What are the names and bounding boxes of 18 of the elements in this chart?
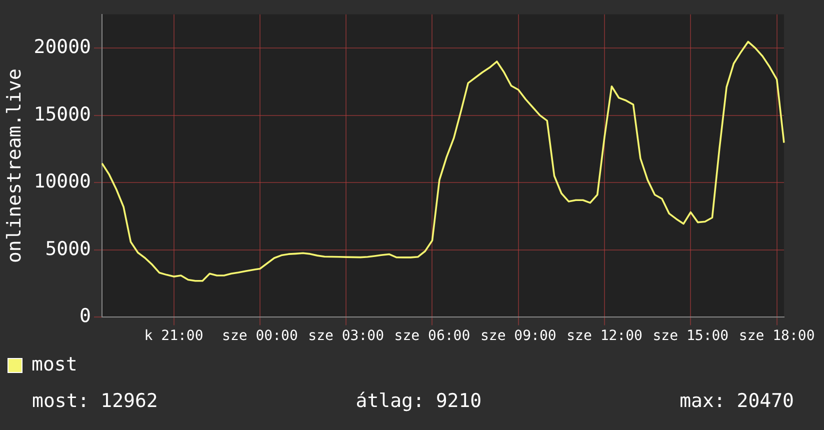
y-tick-label: 20000 <box>34 36 91 58</box>
y-tick-label: 5000 <box>45 238 91 260</box>
text: átlag: 9210 <box>356 390 482 412</box>
y-tick-label: 0 <box>80 305 91 328</box>
x-tick-label: sze 06:00 <box>394 328 470 344</box>
y-axis-title: onlinestream.live <box>3 68 26 264</box>
y-tick-label: 10000 <box>34 170 91 193</box>
x-tick-label: sze 18:00 <box>738 328 815 344</box>
x-tick-label: sze 12:00 <box>566 328 642 344</box>
x-tick-label: sze 03:00 <box>308 328 384 344</box>
x-tick-label: sze 15:00 <box>652 328 729 344</box>
text: max: 20470 <box>680 390 794 412</box>
x-tick-label: k 21:00 <box>144 328 204 344</box>
legend-label: most <box>32 353 78 376</box>
y-tick-label: 15000 <box>34 103 91 126</box>
x-tick-label: sze 09:00 <box>480 328 556 344</box>
text: most: 12962 <box>32 390 158 412</box>
x-tick-label: sze 00:00 <box>222 328 298 344</box>
